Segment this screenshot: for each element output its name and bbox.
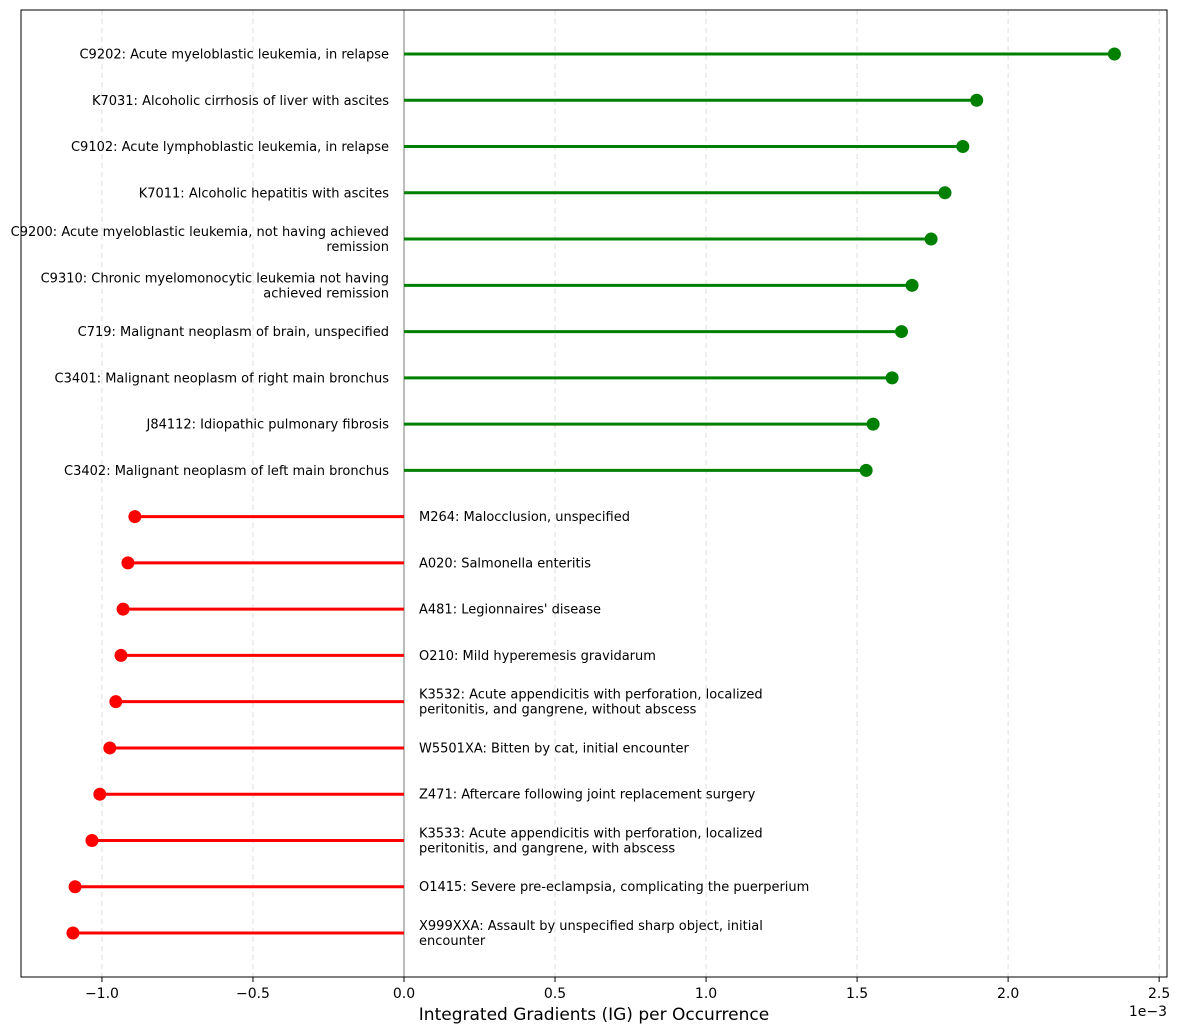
item-label: K7031: Alcoholic cirrhosis of liver with… <box>92 94 389 109</box>
data-point <box>905 278 919 292</box>
x-tick-label: 1.5 <box>846 986 868 1002</box>
data-point <box>894 325 908 339</box>
item-label-line: W5501XA: Bitten by cat, initial encounte… <box>419 741 689 756</box>
item-label-line: encounter <box>419 934 486 949</box>
item-label-line: J84112: Idiopathic pulmonary fibrosis <box>145 418 389 433</box>
item-label-line: C719: Malignant neoplasm of brain, unspe… <box>78 325 389 340</box>
item-label: Z471: Aftercare following joint replacem… <box>419 788 756 803</box>
data-point <box>103 741 117 755</box>
data-point <box>66 926 80 940</box>
item-label: C3402: Malignant neoplasm of left main b… <box>64 464 389 479</box>
item-label-line: K3532: Acute appendicitis with perforati… <box>419 688 763 703</box>
item-label: X999XXA: Assault by unspecified sharp ob… <box>419 919 763 949</box>
data-point <box>121 556 135 570</box>
item-label-line: O210: Mild hyperemesis gravidarum <box>419 649 656 664</box>
item-label: C9202: Acute myeloblastic leukemia, in r… <box>79 48 389 63</box>
data-point <box>885 371 899 385</box>
item-label-line: X999XXA: Assault by unspecified sharp ob… <box>419 919 763 934</box>
item-label: C719: Malignant neoplasm of brain, unspe… <box>78 325 389 340</box>
data-point <box>128 510 142 524</box>
data-point <box>970 93 984 107</box>
item-label-line: C9200: Acute myeloblastic leukemia, not … <box>11 225 389 240</box>
item-label: C9310: Chronic myelomonocytic leukemia n… <box>41 271 389 301</box>
item-label-line: K3533: Acute appendicitis with perforati… <box>419 826 763 841</box>
grid <box>101 10 1160 977</box>
data-point <box>93 787 107 801</box>
x-axis-ticks: −1.0 −0.5 0.0 0.5 1.0 1.5 2.0 2.5 <box>85 977 1170 1002</box>
item-label-line: C9310: Chronic myelomonocytic leukemia n… <box>41 271 389 286</box>
data-point <box>866 417 880 431</box>
data-point <box>859 463 873 477</box>
item-label: J84112: Idiopathic pulmonary fibrosis <box>145 418 389 433</box>
item-label-line: Z471: Aftercare following joint replacem… <box>419 788 756 803</box>
data-point <box>116 602 130 616</box>
data-point <box>938 186 952 200</box>
item-label: K3533: Acute appendicitis with perforati… <box>419 826 763 856</box>
data-point <box>109 695 123 709</box>
data-point <box>68 880 82 894</box>
item-label-line: A020: Salmonella enteritis <box>419 556 591 571</box>
x-tick-label: 0.0 <box>393 986 415 1002</box>
item-label-line: A481: Legionnaires' disease <box>419 603 601 618</box>
data-point <box>956 140 970 154</box>
item-label-line: C9202: Acute myeloblastic leukemia, in r… <box>79 48 389 63</box>
data-point <box>1107 47 1121 61</box>
item-label-line: C9102: Acute lymphoblastic leukemia, in … <box>71 140 389 155</box>
item-label: W5501XA: Bitten by cat, initial encounte… <box>419 741 689 756</box>
x-axis-scale-label: 1e−3 <box>1129 1004 1167 1020</box>
marks: C9202: Acute myeloblastic leukemia, in r… <box>11 47 1121 949</box>
item-label: M264: Malocclusion, unspecified <box>419 510 630 525</box>
item-label-line: remission <box>326 240 389 255</box>
item-label-line: peritonitis, and gangrene, without absce… <box>419 703 697 718</box>
item-label: A481: Legionnaires' disease <box>419 603 601 618</box>
item-label: K3532: Acute appendicitis with perforati… <box>419 688 763 718</box>
item-label-line: K7031: Alcoholic cirrhosis of liver with… <box>92 94 389 109</box>
item-label-line: peritonitis, and gangrene, with abscess <box>419 841 675 856</box>
item-label-line: O1415: Severe pre-eclampsia, complicatin… <box>419 880 809 895</box>
x-tick-label: 1.0 <box>695 986 717 1002</box>
item-label: O1415: Severe pre-eclampsia, complicatin… <box>419 880 809 895</box>
item-label-line: C3402: Malignant neoplasm of left main b… <box>64 464 389 479</box>
x-tick-label: 2.5 <box>1148 986 1170 1002</box>
x-tick-label: 2.0 <box>997 986 1019 1002</box>
item-label-line: achieved remission <box>263 286 389 301</box>
plot-frame <box>20 9 1168 978</box>
x-tick-label: −1.0 <box>85 986 119 1002</box>
item-label: O210: Mild hyperemesis gravidarum <box>419 649 656 664</box>
data-point <box>114 648 128 662</box>
x-axis-label: Integrated Gradients (IG) per Occurrence <box>419 1005 769 1025</box>
x-tick-label: 0.5 <box>544 986 566 1002</box>
item-label: K7011: Alcoholic hepatitis with ascites <box>139 186 390 201</box>
item-label: A020: Salmonella enteritis <box>419 556 591 571</box>
item-label-line: C3401: Malignant neoplasm of right main … <box>55 371 390 386</box>
item-label: C9102: Acute lymphoblastic leukemia, in … <box>71 140 389 155</box>
item-label: C3401: Malignant neoplasm of right main … <box>55 371 390 386</box>
data-point <box>85 833 99 847</box>
item-label-line: K7011: Alcoholic hepatitis with ascites <box>139 186 390 201</box>
x-tick-label: −0.5 <box>236 986 270 1002</box>
data-point <box>924 232 938 246</box>
item-label-line: M264: Malocclusion, unspecified <box>419 510 630 525</box>
item-label: C9200: Acute myeloblastic leukemia, not … <box>11 225 389 255</box>
